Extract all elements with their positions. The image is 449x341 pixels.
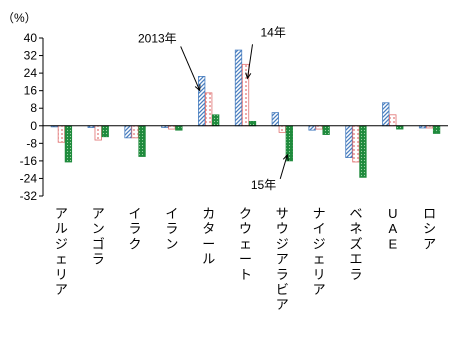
bar-series-2-9: [389, 114, 397, 127]
annotation-arrowhead: [245, 72, 252, 80]
category-label-char: イ: [128, 206, 141, 221]
bar-series-1-9: [382, 102, 390, 127]
category-label-char: ア: [55, 206, 68, 221]
category-label-char: ン: [165, 236, 178, 251]
bar-series-1-6: [271, 112, 279, 127]
category-label-char: E: [388, 236, 397, 251]
bar-series-3-3: [175, 125, 183, 131]
y-tick-label: 40: [24, 31, 38, 45]
y-tick-label: -32: [20, 189, 38, 203]
annotation-arrowhead: [194, 84, 201, 92]
y-tick-label: 24: [24, 66, 38, 80]
category-label-char: サ: [276, 206, 289, 221]
category-label-char: ウ: [276, 221, 289, 236]
bar-series-3-1: [101, 125, 109, 138]
category-label-char: リ: [55, 267, 68, 282]
annotation-arrow: [247, 44, 253, 79]
bar-series-3-7: [322, 125, 330, 135]
y-unit-label: （%）: [2, 11, 37, 25]
y-tick-label: -8: [26, 136, 37, 150]
category-label-char: ェ: [55, 252, 68, 267]
annotation-arrow: [279, 154, 288, 180]
category-label-char: カ: [202, 206, 215, 221]
y-tick-label: -24: [20, 171, 38, 185]
category-label-char: ク: [239, 206, 252, 221]
category-label-char: イ: [313, 221, 326, 236]
bar-series-3-4: [212, 114, 220, 127]
bar-series-2-0: [57, 125, 66, 143]
y-tick-label: 0: [30, 119, 37, 133]
category-label-char: ア: [276, 297, 289, 312]
bar-series-2-4: [205, 92, 213, 127]
category-label-char: ア: [313, 282, 326, 297]
category-label-char: シ: [423, 221, 436, 236]
category-label-char: ベ: [349, 206, 362, 221]
bar-series-2-2: [131, 125, 139, 139]
category-label-char: ゴ: [92, 236, 105, 251]
category-label-char: ト: [239, 267, 252, 282]
category-label-char: U: [388, 206, 397, 221]
bar-series-2-6: [278, 125, 286, 133]
category-label-char: ル: [202, 252, 215, 267]
bar-series-3-2: [138, 125, 146, 157]
category-label-char: ラ: [349, 267, 362, 282]
category-label-char: A: [388, 221, 397, 236]
category-label-char: イ: [165, 206, 178, 221]
category-label-char: ビ: [276, 282, 289, 297]
annotation-arrowhead: [282, 153, 289, 161]
category-label-char: ジ: [276, 236, 289, 251]
y-tick-label: 8: [30, 101, 37, 115]
category-label-char: リ: [313, 267, 326, 282]
annotation-label: 2013年: [138, 31, 177, 45]
bar-series-2-1: [94, 125, 102, 141]
y-tick-label: 32: [24, 49, 38, 63]
category-label-char: ア: [276, 252, 289, 267]
category-label-char: ジ: [55, 236, 68, 251]
category-label-char: エ: [349, 252, 362, 267]
category-label-char: ン: [92, 221, 105, 236]
y-tick-label: -16: [20, 154, 38, 168]
category-label-char: ラ: [276, 267, 289, 282]
category-label-char: ジ: [313, 236, 326, 251]
annotation-label: 14年: [261, 25, 286, 39]
bar-series-1-5: [234, 49, 243, 127]
bar-series-3-10: [432, 125, 441, 134]
annotation-label: 15年: [251, 178, 276, 192]
category-labels: アルジェリアアンゴライラクイランカタールクウェートサウジアラビアナイジェリアベネ…: [55, 206, 436, 312]
bar-series-3-8: [359, 125, 367, 178]
bar-series-3-0: [64, 125, 73, 163]
y-tick-label: 16: [24, 84, 38, 98]
category-label-char: ナ: [313, 206, 326, 221]
annotation-group: 2013年 14年 15年: [138, 25, 289, 192]
bar-series-3-5: [248, 120, 257, 127]
category-label-char: ェ: [239, 236, 252, 251]
category-label-char: ラ: [165, 221, 178, 236]
bar-series-1-7: [308, 125, 316, 131]
category-label-char: ア: [423, 236, 436, 251]
category-label-char: ア: [92, 206, 105, 221]
category-label-char: ア: [55, 282, 68, 297]
category-label-char: ラ: [128, 221, 141, 236]
y-axis: 40 32 24 16 8 0 -8 -16 -24 -32: [20, 31, 44, 203]
bar-series-2-8: [352, 125, 360, 163]
category-label-char: ル: [55, 221, 68, 236]
category-label-char: ネ: [349, 221, 362, 236]
category-label-char: ェ: [313, 252, 326, 267]
bar-series-1-2: [124, 125, 132, 139]
category-label-char: ー: [202, 236, 215, 251]
annotation-arrow: [180, 46, 201, 91]
bar-series-group: [50, 49, 441, 178]
category-label-char: ク: [128, 236, 141, 251]
bar-series-1-8: [345, 125, 353, 158]
category-label-char: タ: [202, 221, 215, 236]
category-label-char: ラ: [92, 252, 105, 267]
category-label-char: ー: [239, 252, 252, 267]
category-label-char: ロ: [423, 206, 436, 221]
category-label-char: ウ: [239, 221, 252, 236]
category-label-char: ズ: [349, 236, 362, 251]
bar-series-1-4: [198, 76, 206, 127]
